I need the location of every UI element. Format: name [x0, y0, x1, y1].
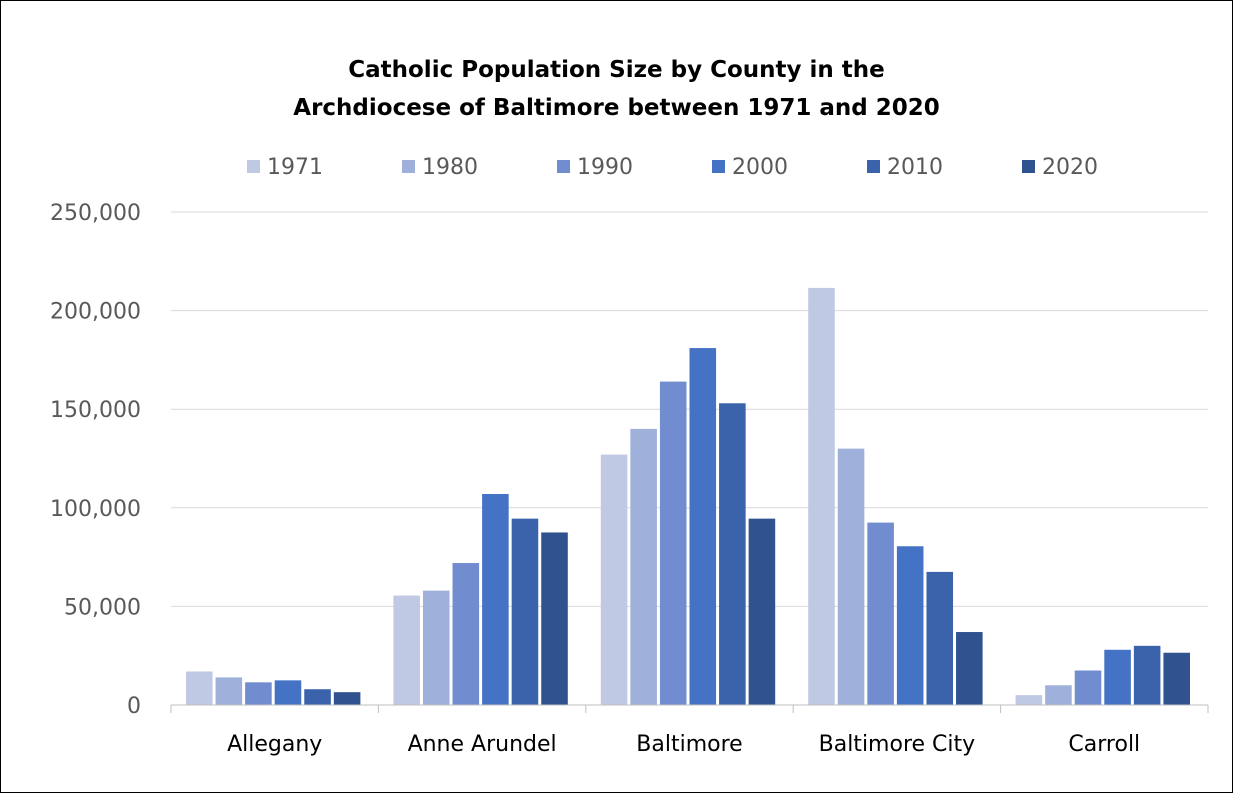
bar-1971-allegany: [186, 671, 213, 705]
legend-label: 2020: [1042, 155, 1098, 180]
y-tick-label: 200,000: [50, 300, 141, 325]
bar-1990-anne-arundel: [453, 563, 480, 705]
bar-2000-baltimore-city: [897, 546, 924, 705]
bar-2010-carroll: [1134, 646, 1161, 705]
bar-1990-baltimore: [660, 382, 687, 705]
x-category-label: Allegany: [227, 732, 322, 757]
x-category-label: Carroll: [1068, 732, 1140, 757]
legend-swatch: [402, 160, 415, 173]
bar-2010-baltimore: [719, 403, 746, 705]
bar-2020-baltimore-city: [956, 632, 983, 705]
bar-2020-allegany: [334, 692, 361, 705]
legend-swatch: [867, 160, 880, 173]
bar-2010-baltimore-city: [926, 572, 953, 705]
y-axis-ticks: 0 50,000 100,000 150,000 200,000 250,000: [50, 201, 141, 719]
bar-2000-anne-arundel: [482, 494, 509, 705]
x-category-label: Anne Arundel: [408, 732, 557, 757]
legend-swatch: [1022, 160, 1035, 173]
legend: 1971 1980 1990 2000 2010 2020: [247, 155, 1098, 180]
bar-2000-baltimore: [690, 348, 717, 705]
legend-label: 2010: [887, 155, 943, 180]
bar-2020-carroll: [1163, 653, 1190, 705]
bar-1990-baltimore-city: [867, 523, 894, 705]
legend-swatch: [557, 160, 570, 173]
bar-1980-baltimore-city: [838, 449, 865, 705]
y-tick-label: 250,000: [50, 201, 141, 226]
y-tick-label: 150,000: [50, 398, 141, 423]
bar-1980-baltimore: [630, 429, 657, 705]
bar-2010-allegany: [304, 689, 331, 705]
x-category-label: Baltimore City: [819, 732, 976, 757]
bar-2020-baltimore: [749, 519, 776, 705]
bar-2000-allegany: [275, 680, 302, 705]
legend-label: 2000: [732, 155, 788, 180]
bar-2020-anne-arundel: [541, 532, 568, 705]
bar-1971-anne-arundel: [393, 596, 420, 705]
legend-swatch: [247, 160, 260, 173]
bar-1971-baltimore-city: [808, 288, 835, 705]
bar-2000-carroll: [1104, 650, 1131, 705]
y-tick-label: 100,000: [50, 497, 141, 522]
y-tick-label: 0: [127, 694, 141, 719]
y-tick-label: 50,000: [64, 595, 141, 620]
bar-1980-allegany: [216, 677, 243, 705]
x-axis: [171, 705, 1208, 713]
x-axis-ticks: Allegany Anne Arundel Baltimore Baltimore C…: [227, 732, 1140, 757]
legend-label: 1990: [577, 155, 633, 180]
x-category-label: Baltimore: [636, 732, 742, 757]
bar-1990-allegany: [245, 682, 272, 705]
legend-label: 1980: [422, 155, 478, 180]
bars: [186, 288, 1190, 705]
bar-1980-anne-arundel: [423, 591, 450, 705]
bar-1971-carroll: [1016, 695, 1043, 705]
legend-label: 1971: [267, 155, 323, 180]
bar-1990-carroll: [1075, 670, 1102, 705]
bar-2010-anne-arundel: [512, 519, 539, 705]
bar-1980-carroll: [1045, 685, 1072, 705]
legend-swatch: [712, 160, 725, 173]
bar-1971-baltimore: [601, 455, 628, 705]
